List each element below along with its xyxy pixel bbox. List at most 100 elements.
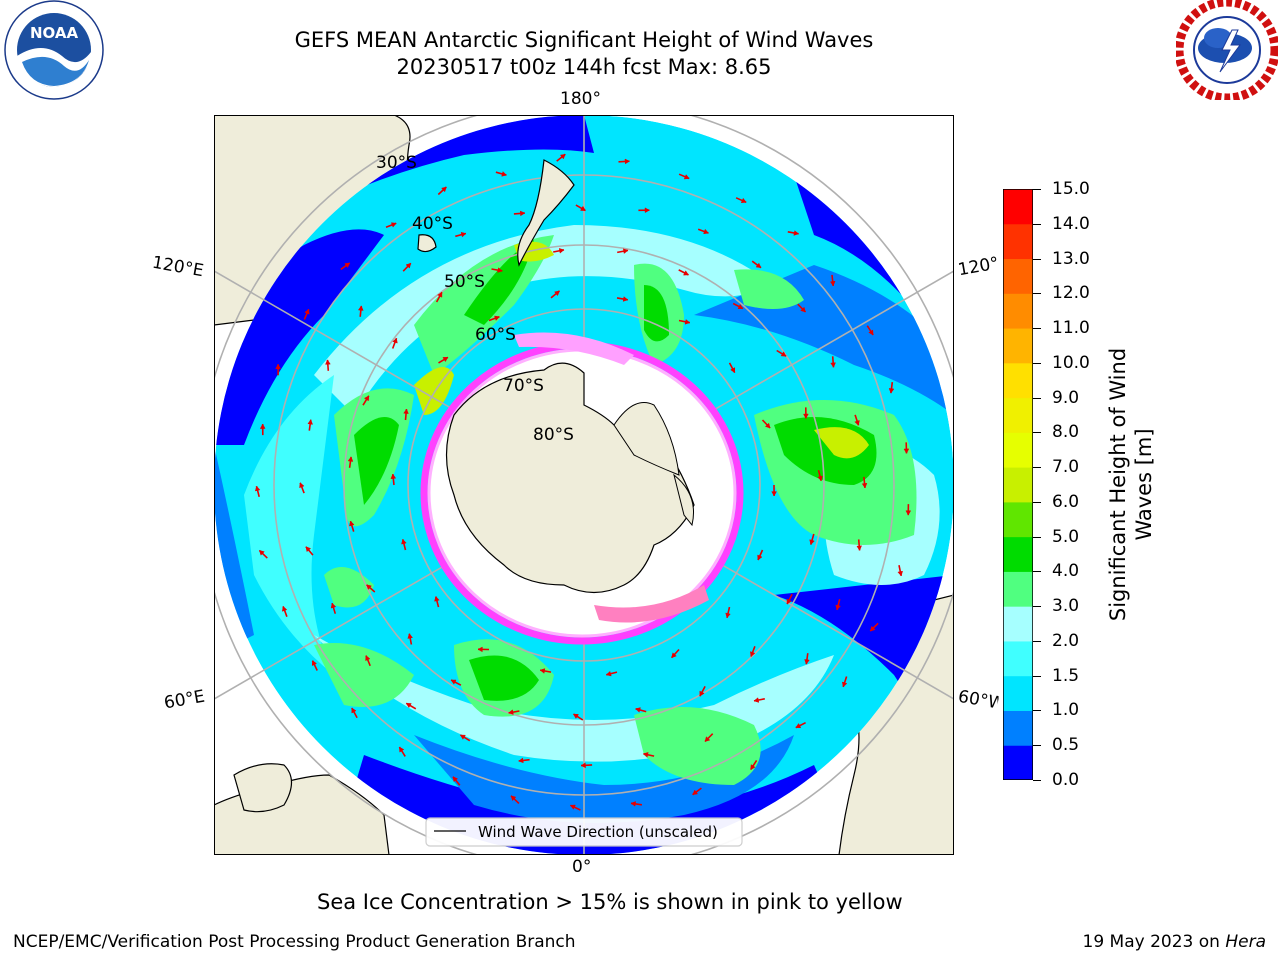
lon-label-120w: 120°W bbox=[956, 253, 1000, 281]
wave-direction-arrow-head bbox=[259, 423, 266, 429]
wave-direction-arrow-head bbox=[841, 681, 848, 688]
wave-direction-arrow-head bbox=[749, 651, 756, 657]
lat-label-60s: 60°S bbox=[475, 325, 516, 345]
wave-direction-arrow-head bbox=[442, 357, 449, 363]
colorbar-segment bbox=[1003, 745, 1033, 780]
wave-direction-arrow-head bbox=[254, 485, 261, 492]
wave-direction-arrow-head bbox=[830, 362, 836, 368]
antarctica-land bbox=[445, 362, 695, 594]
wave-direction-arrow-head bbox=[559, 153, 566, 160]
wave-direction-arrow-head bbox=[401, 538, 407, 545]
wave-direction-arrow-head bbox=[357, 305, 364, 311]
wave-direction-arrow-head bbox=[817, 475, 823, 482]
colorbar-segment bbox=[1003, 571, 1033, 607]
colorbar-tick-label: 10.0 bbox=[1052, 352, 1090, 373]
wave-direction-arrow-head bbox=[460, 231, 467, 238]
colorbar-tick bbox=[1033, 189, 1041, 190]
wave-direction-arrow-head bbox=[854, 420, 860, 426]
colorbar-segment bbox=[1003, 640, 1033, 677]
wave-direction-arrow-head bbox=[888, 388, 895, 394]
wave-direction-arrow-head bbox=[795, 723, 802, 729]
colorbar-tick bbox=[1033, 432, 1041, 434]
colorbar-segment bbox=[1003, 501, 1033, 538]
wave-direction-arrow-head bbox=[644, 207, 650, 214]
wave-direction-arrow-head bbox=[569, 804, 576, 810]
wave-direction-arrow-head bbox=[580, 762, 586, 769]
footer-date: 19 May 2023 on Hera bbox=[1083, 932, 1267, 952]
colorbar-tick-label: 0.0 bbox=[1052, 770, 1080, 790]
wind-wave-arrows bbox=[254, 153, 912, 811]
wave-direction-arrow-head bbox=[311, 660, 317, 667]
wave-direction-arrow-head bbox=[829, 280, 836, 287]
wave-direction-arrow-head bbox=[771, 491, 777, 497]
colorbar-tick-label: 15.0 bbox=[1052, 179, 1090, 199]
wave-direction-arrow-head bbox=[737, 303, 744, 309]
wave-direction-arrow-head bbox=[558, 248, 565, 254]
wave-direction-arrow-head bbox=[390, 473, 397, 479]
wave-direction-arrow-head bbox=[477, 646, 483, 653]
colorbar-tick bbox=[1033, 397, 1041, 399]
wave-direction-arrow-head bbox=[259, 550, 265, 556]
wave-direction-arrow-head bbox=[642, 752, 649, 758]
wave-direction-arrow-head bbox=[757, 554, 763, 561]
wave-direction-arrow-head bbox=[365, 655, 371, 661]
colorbar-tick-label: 1.0 bbox=[1052, 700, 1080, 721]
wave-direction-arrow-head bbox=[452, 776, 459, 783]
wave-direction-arrow-head bbox=[299, 482, 305, 489]
colorbar-tick-label: 7.0 bbox=[1052, 457, 1080, 478]
wave-direction-arrow-head bbox=[868, 329, 874, 336]
colorbar-tick-label: 8.0 bbox=[1052, 422, 1080, 443]
colorbar-label-line2: Waves [m] bbox=[1132, 428, 1156, 540]
colorbar-tick bbox=[1033, 710, 1041, 712]
wave-direction-arrow-head bbox=[275, 363, 281, 369]
colorbar-tick bbox=[1033, 223, 1041, 225]
wave-direction-arrow-head bbox=[349, 520, 355, 527]
wave-direction-arrow-head bbox=[366, 584, 372, 590]
colorbar-tick bbox=[1033, 571, 1041, 573]
colorbar-segment bbox=[1003, 675, 1033, 711]
wave-direction-arrow-head bbox=[622, 248, 629, 254]
madagascar-land bbox=[233, 763, 293, 813]
colorbar-tick bbox=[1033, 606, 1041, 608]
wave-direction-arrow-head bbox=[725, 612, 731, 619]
wave-direction-arrow-head bbox=[497, 267, 503, 273]
colorbar-tick-label: 12.0 bbox=[1052, 283, 1090, 304]
wave-direction-arrow-head bbox=[304, 308, 310, 315]
wave-direction-arrow-head bbox=[450, 679, 457, 685]
colorbar-tick-label: 13.0 bbox=[1052, 248, 1090, 269]
wave-direction-arrow-head bbox=[704, 736, 711, 742]
colorbar-segment bbox=[1003, 467, 1033, 503]
lat-label-40s: 40°S bbox=[412, 214, 453, 234]
colorbar-tick-label: 11.0 bbox=[1052, 318, 1090, 339]
colorbar-tick bbox=[1033, 293, 1041, 295]
wave-direction-arrow-head bbox=[281, 605, 288, 612]
wave-direction-arrow-head bbox=[518, 757, 524, 764]
colorbar-tick bbox=[1033, 675, 1041, 677]
wave-direction-arrow-head bbox=[740, 197, 747, 203]
wave-direction-arrow-head bbox=[755, 262, 762, 269]
wave-direction-arrow-head bbox=[635, 707, 641, 713]
figure-title: GEFS MEAN Antarctic Significant Height o… bbox=[294, 28, 874, 52]
colorbar-tick bbox=[1033, 362, 1041, 364]
wave-direction-arrow-head bbox=[351, 707, 357, 714]
tasmania-land bbox=[417, 234, 437, 253]
wave-direction-arrow-head bbox=[434, 596, 440, 602]
wave-direction-arrow-head bbox=[344, 262, 351, 268]
wave-direction-arrow-head bbox=[390, 222, 397, 228]
colorbar-tick-label: 3.0 bbox=[1052, 596, 1080, 617]
colorbar-segment bbox=[1003, 606, 1033, 642]
wave-direction-arrow-head bbox=[347, 456, 354, 462]
wave-direction-arrow-head bbox=[580, 205, 586, 211]
footer-credit: NCEP/EMC/Verification Post Processing Pr… bbox=[13, 932, 576, 952]
map-legend: Wind Wave Direction (unscaled) bbox=[425, 817, 743, 847]
lat-label-70s: 70°S bbox=[503, 376, 544, 396]
wave-direction-arrow-head bbox=[683, 270, 689, 276]
colorbar bbox=[1003, 189, 1033, 780]
colorbar-label: Significant Height of Wind Waves [m] bbox=[1106, 348, 1156, 621]
wave-direction-arrow-head bbox=[683, 174, 690, 180]
lat-label-80s: 80°S bbox=[533, 425, 574, 445]
colorbar-label-line1: Significant Height of Wind bbox=[1106, 348, 1130, 621]
wave-direction-arrow-head bbox=[407, 633, 413, 639]
colorbar-segment bbox=[1003, 362, 1033, 399]
wave-direction-arrow-head bbox=[856, 545, 862, 551]
